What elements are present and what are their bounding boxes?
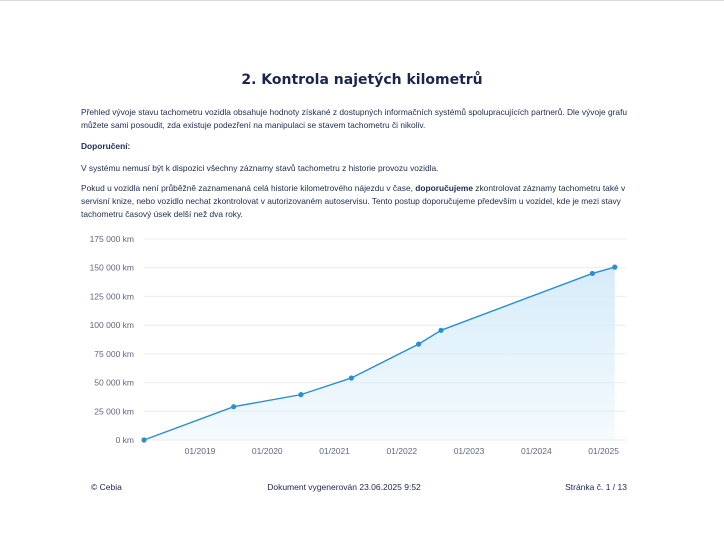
x-tick-label: 01/2023 [454,446,485,456]
y-tick-label: 100 000 km [90,320,134,330]
availability-paragraph: V systému nemusí být k dispozici všechny… [81,163,439,173]
x-tick-label: 01/2025 [588,446,619,456]
footer-generated: Dokument vygenerován 23.06.2025 9:52 [267,482,421,492]
advice-emphasis: doporučujeme [415,183,473,193]
y-tick-label: 150 000 km [90,263,134,273]
data-point [589,270,595,277]
advice-text-end: zkontrolovat záznamy tachometru také v s… [81,183,626,219]
mileage-area [144,267,615,440]
data-point [612,264,618,270]
y-tick-label: 75 000 km [94,349,134,359]
top-border [0,0,724,1]
data-point [298,392,304,398]
data-point [416,341,422,347]
y-tick-label: 175 000 km [90,234,134,244]
data-point [438,327,444,333]
footer-page-number: Stránka č. 1 / 13 [565,482,627,492]
section-title: 2. Kontrola najetých kilometrů [241,72,483,88]
y-tick-label: 125 000 km [90,291,134,301]
x-tick-label: 01/2021 [319,446,350,456]
y-tick-label: 0 km [116,435,134,445]
y-tick-label: 50 000 km [94,378,134,388]
data-point [231,404,237,410]
y-tick-label: 25 000 km [94,406,134,416]
x-tick-label: 01/2019 [185,446,216,456]
advice-paragraph: Pokud u vozidla není průběžně zaznamenan… [81,182,639,221]
data-point [348,375,354,381]
footer-copyright: © Cebia [91,482,122,492]
x-tick-label: 01/2020 [252,446,283,456]
advice-text-start: Pokud u vozidla není průběžně zaznamenan… [81,183,416,193]
mileage-line [143,266,615,441]
mileage-chart: 0 km 25 000 km 50 000 km 75 000 km 100 000 k… [90,234,626,456]
x-tick-label: 01/2024 [521,446,552,456]
data-point [141,437,147,443]
recommendation-heading: Doporučení: [81,141,131,151]
intro-paragraph: Přehled vývoje stavu tachometru vozidla … [81,107,628,130]
x-tick-label: 01/2022 [386,446,417,456]
